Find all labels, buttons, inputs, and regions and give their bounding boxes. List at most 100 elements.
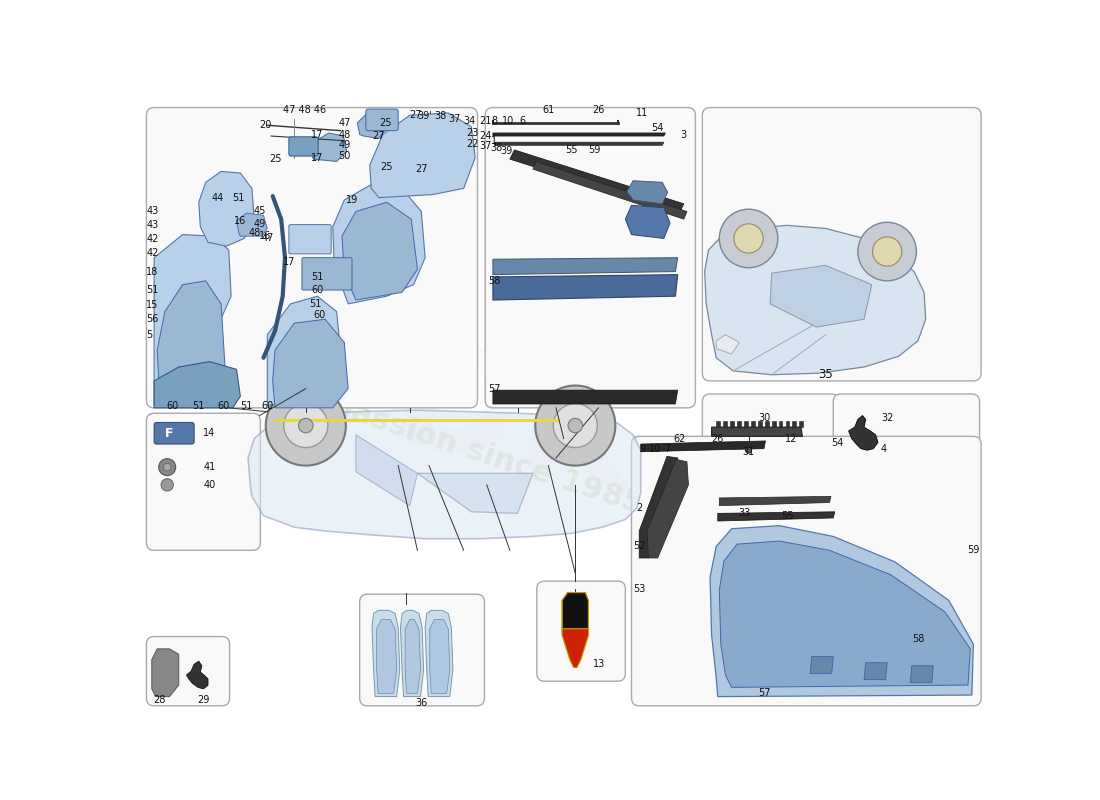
Polygon shape: [332, 185, 425, 304]
Text: 2: 2: [636, 503, 642, 513]
Text: 10: 10: [503, 116, 515, 126]
Polygon shape: [800, 421, 803, 427]
Polygon shape: [744, 421, 748, 427]
Polygon shape: [510, 150, 684, 213]
Polygon shape: [493, 133, 666, 136]
Text: 20: 20: [258, 120, 272, 130]
Text: 25: 25: [381, 162, 393, 172]
Circle shape: [298, 418, 314, 433]
Polygon shape: [716, 421, 720, 427]
Text: 6: 6: [519, 116, 525, 126]
Polygon shape: [376, 619, 397, 694]
Polygon shape: [562, 629, 588, 667]
Polygon shape: [764, 421, 769, 427]
Polygon shape: [493, 258, 678, 274]
Circle shape: [161, 478, 174, 491]
Text: 51: 51: [309, 299, 322, 309]
Polygon shape: [772, 421, 775, 427]
Circle shape: [872, 237, 902, 266]
Text: 9: 9: [639, 444, 646, 454]
Polygon shape: [405, 619, 420, 694]
Text: 60: 60: [311, 285, 323, 295]
Text: 8: 8: [492, 116, 497, 126]
Text: 55: 55: [565, 145, 578, 155]
Circle shape: [858, 222, 916, 281]
FancyBboxPatch shape: [289, 137, 318, 156]
Text: 13: 13: [593, 659, 605, 670]
FancyBboxPatch shape: [146, 107, 477, 408]
Polygon shape: [711, 526, 974, 697]
Polygon shape: [911, 666, 933, 682]
Text: 48: 48: [249, 228, 261, 238]
Text: 1: 1: [492, 136, 497, 146]
Polygon shape: [562, 593, 588, 629]
Circle shape: [746, 447, 751, 454]
Text: 42: 42: [146, 234, 158, 244]
Text: 28: 28: [153, 695, 166, 706]
Text: 33: 33: [738, 508, 751, 518]
Polygon shape: [792, 421, 796, 427]
Text: 51: 51: [232, 193, 245, 202]
Text: 61: 61: [542, 105, 554, 115]
Text: 48: 48: [338, 130, 351, 139]
Polygon shape: [810, 657, 834, 674]
Text: 10: 10: [649, 444, 661, 454]
FancyBboxPatch shape: [289, 225, 331, 254]
Text: 51: 51: [146, 285, 158, 295]
Text: 24: 24: [478, 131, 492, 141]
Text: 37: 37: [448, 114, 461, 124]
Polygon shape: [779, 421, 782, 427]
Polygon shape: [712, 427, 803, 436]
Text: 11: 11: [636, 108, 648, 118]
FancyBboxPatch shape: [146, 414, 261, 550]
Text: F: F: [165, 426, 174, 440]
Polygon shape: [627, 181, 668, 204]
Text: 62: 62: [673, 434, 685, 444]
Text: 47: 47: [338, 118, 351, 128]
Text: 55: 55: [781, 510, 793, 521]
Polygon shape: [249, 410, 640, 538]
Text: 58: 58: [488, 276, 501, 286]
Polygon shape: [157, 281, 224, 408]
Text: 59: 59: [967, 546, 980, 555]
Text: 7: 7: [664, 444, 671, 454]
Circle shape: [284, 403, 328, 447]
Polygon shape: [737, 421, 741, 427]
Polygon shape: [400, 610, 424, 697]
Text: 54: 54: [830, 438, 844, 447]
Text: 16: 16: [258, 231, 271, 241]
Polygon shape: [625, 206, 670, 238]
FancyBboxPatch shape: [537, 581, 625, 682]
Text: 34: 34: [464, 116, 476, 126]
Text: 30: 30: [758, 413, 770, 423]
Text: 21: 21: [478, 116, 492, 126]
Text: 60: 60: [261, 401, 274, 410]
Circle shape: [568, 418, 583, 433]
Polygon shape: [372, 610, 399, 697]
Polygon shape: [342, 202, 418, 300]
FancyBboxPatch shape: [703, 394, 839, 544]
Text: 39': 39': [418, 111, 432, 121]
Text: 47 48 46: 47 48 46: [283, 105, 326, 115]
FancyBboxPatch shape: [366, 109, 398, 130]
Text: 26: 26: [592, 105, 605, 115]
Text: 3: 3: [681, 130, 686, 139]
Circle shape: [266, 386, 345, 466]
Text: 17: 17: [311, 130, 323, 139]
Text: 31: 31: [742, 446, 755, 457]
Polygon shape: [639, 456, 680, 558]
FancyBboxPatch shape: [154, 422, 195, 444]
Text: 23: 23: [466, 128, 480, 138]
Polygon shape: [640, 441, 766, 452]
Text: 29: 29: [197, 695, 210, 706]
Text: 60: 60: [166, 401, 178, 410]
Polygon shape: [356, 435, 418, 506]
Text: 58: 58: [912, 634, 924, 644]
Polygon shape: [493, 274, 678, 300]
Polygon shape: [758, 421, 761, 427]
FancyBboxPatch shape: [360, 594, 484, 706]
Text: 15: 15: [146, 301, 158, 310]
Polygon shape: [310, 133, 346, 162]
Polygon shape: [849, 415, 878, 450]
Text: 19: 19: [345, 195, 359, 205]
